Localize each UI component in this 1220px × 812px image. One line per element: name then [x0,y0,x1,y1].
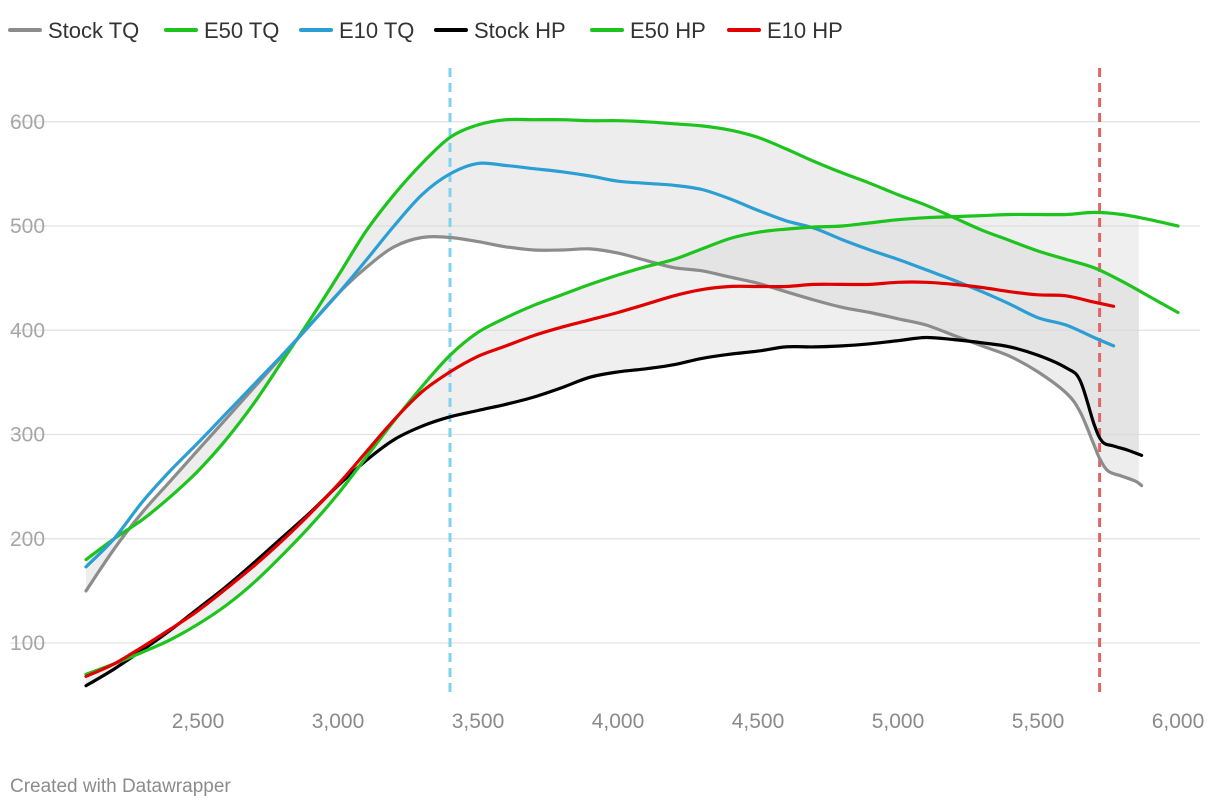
x-tick-label: 5,000 [872,710,925,733]
legend-label: E50 TQ [204,18,279,43]
x-tick-label: 3,500 [452,710,505,733]
x-tick-label: 6,000 [1152,710,1205,733]
shaded-bands [86,119,1139,686]
y-tick-label: 300 [10,424,45,447]
legend-item: Stock TQ [8,18,139,43]
series-line [84,280,1116,678]
series-lines [84,117,1180,688]
y-axis-ticks: 100 200 300 400 500 600 [10,111,45,655]
legend-item: E10 TQ [299,18,414,43]
x-tick-label: 3,000 [312,710,365,733]
y-tick-label: 400 [10,319,45,342]
y-tick-label: 200 [10,528,45,551]
legend-item: E50 HP [590,18,706,43]
footer-credit: Created with Datawrapper [10,776,231,797]
x-axis-ticks: 2,500 3,000 3,500 4,000 4,500 5,000 5,500 6,000 [172,710,1205,733]
y-tick-label: 600 [10,111,45,134]
range-band [86,212,1139,686]
legend-label: E50 HP [630,18,706,43]
legend-item: Stock HP [434,18,566,43]
y-tick-label: 100 [10,632,45,655]
series-line [84,210,1180,676]
series-line [84,117,1180,562]
legend-label: E10 HP [767,18,843,43]
x-tick-label: 4,500 [732,710,785,733]
series-line [84,161,1116,569]
range-band [86,119,1139,591]
legend-label: Stock HP [474,18,566,43]
legend-label: Stock TQ [48,18,139,43]
x-tick-label: 5,500 [1012,710,1065,733]
chart-legend: Stock TQ E50 TQ E10 TQ Stock HP E50 HP E10 HP [8,18,843,43]
series-line [84,335,1144,688]
legend-item: E10 HP [727,18,843,43]
y-tick-label: 500 [10,215,45,238]
legend-item: E50 TQ [164,18,279,43]
x-tick-label: 4,000 [592,710,645,733]
legend-label: E10 TQ [339,18,414,43]
x-tick-label: 2,500 [172,710,225,733]
